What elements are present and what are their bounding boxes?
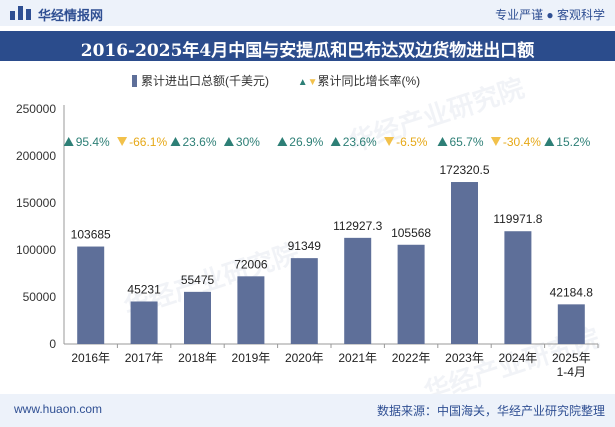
bar bbox=[557, 304, 585, 344]
x-tick-label: 2018年 bbox=[178, 351, 217, 365]
growth-label: -66.1% bbox=[129, 135, 167, 149]
x-tick-label: 2016年 bbox=[71, 351, 110, 365]
x-tick-label: 2021年 bbox=[338, 351, 377, 365]
y-tick-label: 50000 bbox=[23, 290, 57, 304]
growth-up-marker bbox=[170, 137, 181, 146]
footer-website: www.huaon.com bbox=[14, 402, 103, 416]
x-tick-label: 2019年 bbox=[232, 351, 271, 365]
x-tick-label: 2025年 bbox=[552, 351, 591, 365]
growth-label: 30% bbox=[236, 135, 260, 149]
growth-up-marker bbox=[544, 137, 555, 146]
growth-label: 23.6% bbox=[183, 135, 217, 149]
chart-title: 2016-2025年4月中国与安提瓜和巴布达双边货物进出口额 bbox=[80, 41, 535, 61]
bar bbox=[290, 258, 318, 344]
y-tick-label: 250000 bbox=[16, 102, 56, 116]
bar-value-label: 55475 bbox=[181, 273, 215, 287]
footer-source: 数据来源：中国海关，华经产业研究院整理 bbox=[376, 404, 605, 418]
growth-label: 15.2% bbox=[556, 135, 590, 149]
growth-down-marker bbox=[490, 137, 501, 146]
x-tick-sublabel: 1-4月 bbox=[557, 365, 586, 379]
bar bbox=[184, 291, 211, 344]
growth-label: 95.4% bbox=[76, 135, 110, 149]
growth-down-marker bbox=[117, 137, 128, 146]
growth-up-marker bbox=[277, 137, 288, 146]
bar-value-label: 45231 bbox=[127, 282, 161, 296]
legend-series1-label: 累计进出口总额(千美元) bbox=[141, 74, 269, 88]
footer-bar bbox=[0, 394, 615, 427]
bar bbox=[504, 231, 532, 344]
growth-up-marker bbox=[223, 137, 234, 146]
growth-label: 23.6% bbox=[343, 135, 377, 149]
bar-value-label: 42184.8 bbox=[550, 285, 594, 299]
y-tick-label: 200000 bbox=[16, 149, 56, 163]
slogan: 专业严谨 ● 客观科学 bbox=[495, 8, 605, 22]
bar bbox=[344, 237, 372, 344]
growth-down-marker bbox=[384, 137, 395, 146]
bar-value-label: 72006 bbox=[234, 257, 268, 271]
bar bbox=[130, 301, 158, 344]
y-tick-label: 0 bbox=[49, 337, 56, 351]
legend-up-triangle-icon: ▲ bbox=[297, 77, 308, 88]
growth-label: -30.4% bbox=[503, 135, 541, 149]
title-bar bbox=[0, 31, 615, 61]
x-tick-label: 2022年 bbox=[392, 351, 431, 365]
header-bar bbox=[0, 0, 615, 26]
bar-value-label: 172320.5 bbox=[439, 163, 489, 177]
growth-label: -6.5% bbox=[396, 135, 428, 149]
bar-value-label: 103685 bbox=[71, 228, 111, 242]
growth-up-marker bbox=[437, 137, 448, 146]
bar-value-label: 105568 bbox=[391, 226, 431, 240]
growth-label: 26.9% bbox=[289, 135, 323, 149]
growth-label: 65.7% bbox=[450, 135, 484, 149]
bar bbox=[451, 182, 478, 344]
bar-value-label: 119971.8 bbox=[493, 212, 542, 226]
y-tick-label: 100000 bbox=[16, 243, 56, 257]
x-tick-label: 2024年 bbox=[499, 351, 538, 365]
legend: 累计进出口总额(千美元) ▲▼累计同比增长率(%) bbox=[132, 72, 420, 89]
x-tick-label: 2020年 bbox=[285, 351, 324, 365]
growth-up-marker bbox=[330, 137, 341, 146]
bar bbox=[237, 276, 265, 344]
legend-bar-swatch bbox=[132, 75, 137, 87]
bar-value-label: 112927.3 bbox=[333, 219, 382, 233]
growth-up-marker bbox=[63, 137, 74, 146]
bar-logo-icon bbox=[10, 6, 31, 20]
legend-series2-label: 累计同比增长率(%) bbox=[317, 74, 421, 88]
bar bbox=[397, 244, 425, 344]
y-tick-label: 150000 bbox=[16, 196, 56, 210]
x-tick-label: 2023年 bbox=[445, 351, 484, 365]
bar-value-label: 91349 bbox=[288, 239, 322, 253]
legend-down-triangle-icon: ▼ bbox=[307, 77, 318, 88]
brand-name: 华经情报网 bbox=[38, 8, 104, 23]
bar bbox=[77, 246, 105, 344]
x-tick-label: 2017年 bbox=[125, 351, 164, 365]
